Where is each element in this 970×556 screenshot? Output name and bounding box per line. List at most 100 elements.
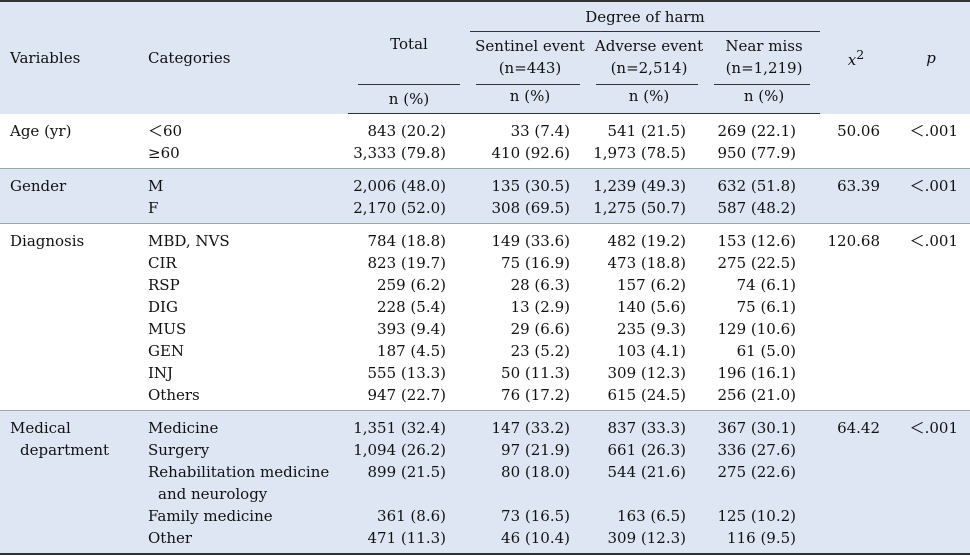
value: 3,333 (79.8)	[353, 144, 446, 162]
sentinel-cell: 149 (33.6) 75 (16.9) 28 (6.3) 13 (2.9) 29 (6…	[470, 223, 590, 411]
header-degree-of-harm: Degree of harm	[470, 0, 821, 32]
adverse-cell: 541 (21.5) 1,973 (78.5)	[590, 113, 708, 169]
header-categories: Categories	[138, 0, 348, 114]
near-miss-cell: 632 (51.8) 587 (48.2)	[708, 168, 821, 224]
chi-square-cell: 64.42	[820, 410, 893, 555]
value: 76 (17.2)	[501, 386, 570, 404]
category-label: F	[148, 199, 159, 217]
category-label: Family medicine	[148, 507, 273, 525]
near-miss-cell: 367 (30.1) 336 (27.6) 275 (22.6) 125 (10.2)…	[708, 410, 821, 555]
p-value: ＜.001	[909, 177, 959, 195]
chi-square-cell: 120.68	[820, 223, 893, 411]
category-label: ≥60	[148, 143, 180, 162]
header-near-npct: n (%)	[708, 85, 821, 114]
value: 196 (16.1)	[717, 364, 797, 382]
category-label: Rehabilitation medicine	[148, 463, 330, 481]
header-total: Total	[348, 0, 470, 85]
header-near-miss: Near miss (n=1,219)	[708, 32, 821, 85]
variable-cell: Diagnosis	[0, 223, 138, 411]
value: 75 (16.9)	[501, 254, 570, 272]
value: 393 (9.4)	[377, 320, 446, 338]
value: 899 (21.5)	[367, 463, 446, 481]
category-label: ＜60	[148, 121, 183, 140]
p-value-cell: ＜.001	[892, 168, 970, 224]
p-value-cell: ＜.001	[892, 223, 970, 411]
category-label: MBD, NVS	[148, 232, 230, 250]
header-adverse: Adverse event (n=2,514)	[590, 32, 708, 85]
value: 661 (26.3)	[607, 441, 686, 459]
value: 256 (21.0)	[717, 386, 797, 404]
value: 410 (92.6)	[491, 144, 570, 162]
value: 13 (2.9)	[510, 298, 570, 316]
value: 1,351 (32.4)	[353, 419, 446, 437]
p-value: ＜.001	[909, 419, 959, 437]
chi-square-cell: 63.39	[820, 168, 893, 224]
header-p-value: p	[892, 0, 970, 114]
value: 336 (27.6)	[717, 441, 797, 459]
value: 555 (13.3)	[367, 364, 446, 382]
value: 157 (6.2)	[617, 276, 686, 294]
value: 73 (16.5)	[501, 507, 570, 525]
category-label: and neurology	[158, 485, 268, 503]
value: 149 (33.6)	[491, 232, 570, 250]
category-label: Surgery	[148, 441, 210, 459]
value: 275 (22.5)	[717, 254, 797, 272]
value: 632 (51.8)	[717, 177, 797, 195]
value: 269 (22.1)	[717, 122, 797, 140]
sentinel-cell: 147 (33.2) 97 (21.9) 80 (18.0) 73 (16.5) 46 …	[470, 410, 590, 555]
category-label: RSP	[148, 276, 180, 294]
value: 473 (18.8)	[607, 254, 686, 272]
adverse-cell: 1,239 (49.3) 1,275 (50.7)	[590, 168, 708, 224]
chi-square-cell: 50.06	[820, 113, 893, 169]
category-label: GEN	[148, 342, 185, 360]
value: 837 (33.3)	[607, 419, 686, 437]
value: 950 (77.9)	[717, 144, 797, 162]
category-label: Medicine	[148, 419, 219, 437]
variable-label: department	[20, 441, 110, 459]
variable-cell: Gender	[0, 168, 138, 224]
sentinel-cell: 135 (30.5) 308 (69.5)	[470, 168, 590, 224]
category-cell: MBD, NVS CIR RSP DIG MUS GEN INJ Others	[138, 223, 348, 411]
value: 50 (11.3)	[501, 364, 570, 382]
adverse-cell: 482 (19.2) 473 (18.8) 157 (6.2) 140 (5.6) 23…	[590, 223, 708, 411]
value: 587 (48.2)	[717, 199, 797, 217]
chi-value: 64.42	[837, 419, 881, 437]
value: 235 (9.3)	[617, 320, 686, 338]
value: 544 (21.6)	[607, 463, 686, 481]
value: 23 (5.2)	[510, 342, 570, 360]
value: 29 (6.6)	[510, 320, 570, 338]
table-group-row: Age (yr) ＜60 ≥60 843 (20.2) 3,333 (79.8) 33 (…	[0, 113, 970, 169]
total-cell: 784 (18.8) 823 (19.7) 259 (6.2) 228 (5.4) 39…	[348, 223, 470, 411]
value: 471 (11.3)	[367, 529, 446, 547]
p-value-cell: ＜.001	[892, 410, 970, 555]
category-label: CIR	[148, 254, 177, 272]
header-chi-square: x2	[820, 0, 893, 114]
value: 74 (6.1)	[736, 276, 797, 294]
total-cell: 843 (20.2) 3,333 (79.8)	[348, 113, 470, 169]
value: 823 (19.7)	[367, 254, 446, 272]
value: 97 (21.9)	[501, 441, 570, 459]
value: 1,094 (26.2)	[353, 441, 446, 459]
variable-label: Age (yr)	[10, 121, 72, 140]
value: 2,006 (48.0)	[353, 177, 446, 195]
near-miss-cell: 153 (12.6) 275 (22.5) 74 (6.1) 75 (6.1) 129 …	[708, 223, 821, 411]
table-group-row: Medical department Medicine Surgery Rehabili…	[0, 410, 970, 555]
header-total-npct: n (%)	[348, 85, 470, 114]
value: 103 (4.1)	[617, 342, 686, 360]
value: 308 (69.5)	[491, 199, 570, 217]
value: 129 (10.6)	[717, 320, 797, 338]
total-cell: 1,351 (32.4) 1,094 (26.2) 899 (21.5) 361 (8…	[348, 410, 470, 555]
value: 843 (20.2)	[367, 122, 446, 140]
variable-label: Medical	[10, 419, 71, 437]
value: 116 (9.5)	[727, 529, 797, 547]
category-cell: Medicine Surgery Rehabilitation medicine an…	[138, 410, 348, 555]
category-label: DIG	[148, 298, 178, 316]
value: 1,239 (49.3)	[593, 177, 686, 195]
header-total-label: Total	[390, 34, 428, 53]
value: 33 (7.4)	[510, 122, 570, 140]
header-sentinel-npct: n (%)	[470, 85, 590, 114]
value: 125 (10.2)	[717, 507, 797, 525]
